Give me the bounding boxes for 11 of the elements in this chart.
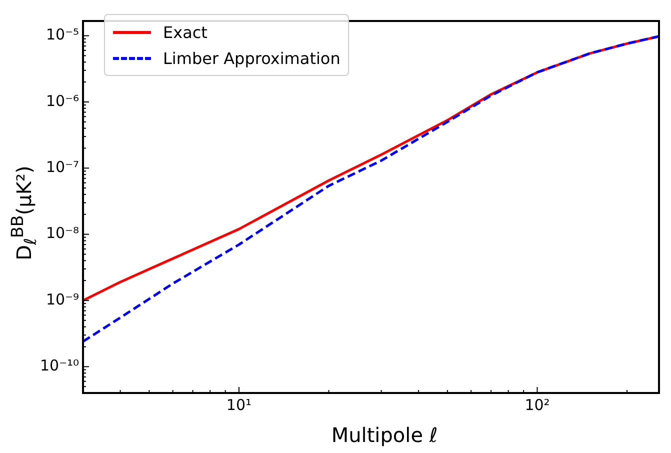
x-axis-title: Multipole ℓ [330,423,439,447]
y-tick-label: 10⁻⁵ [46,26,80,44]
x-tick-label: 10¹ [226,396,252,414]
legend-label: Exact [163,22,208,42]
x-tick-label: 10² [524,396,550,414]
y-tick-label: 10⁻⁶ [46,92,80,110]
y-tick-label: 10⁻⁷ [46,158,80,176]
y-tick-label: 10⁻⁹ [46,290,80,308]
y-tick-label: 10⁻⁸ [46,224,80,242]
y-tick-label: 10⁻¹⁰ [40,356,80,375]
legend-label: Limber Approximation [163,48,340,68]
